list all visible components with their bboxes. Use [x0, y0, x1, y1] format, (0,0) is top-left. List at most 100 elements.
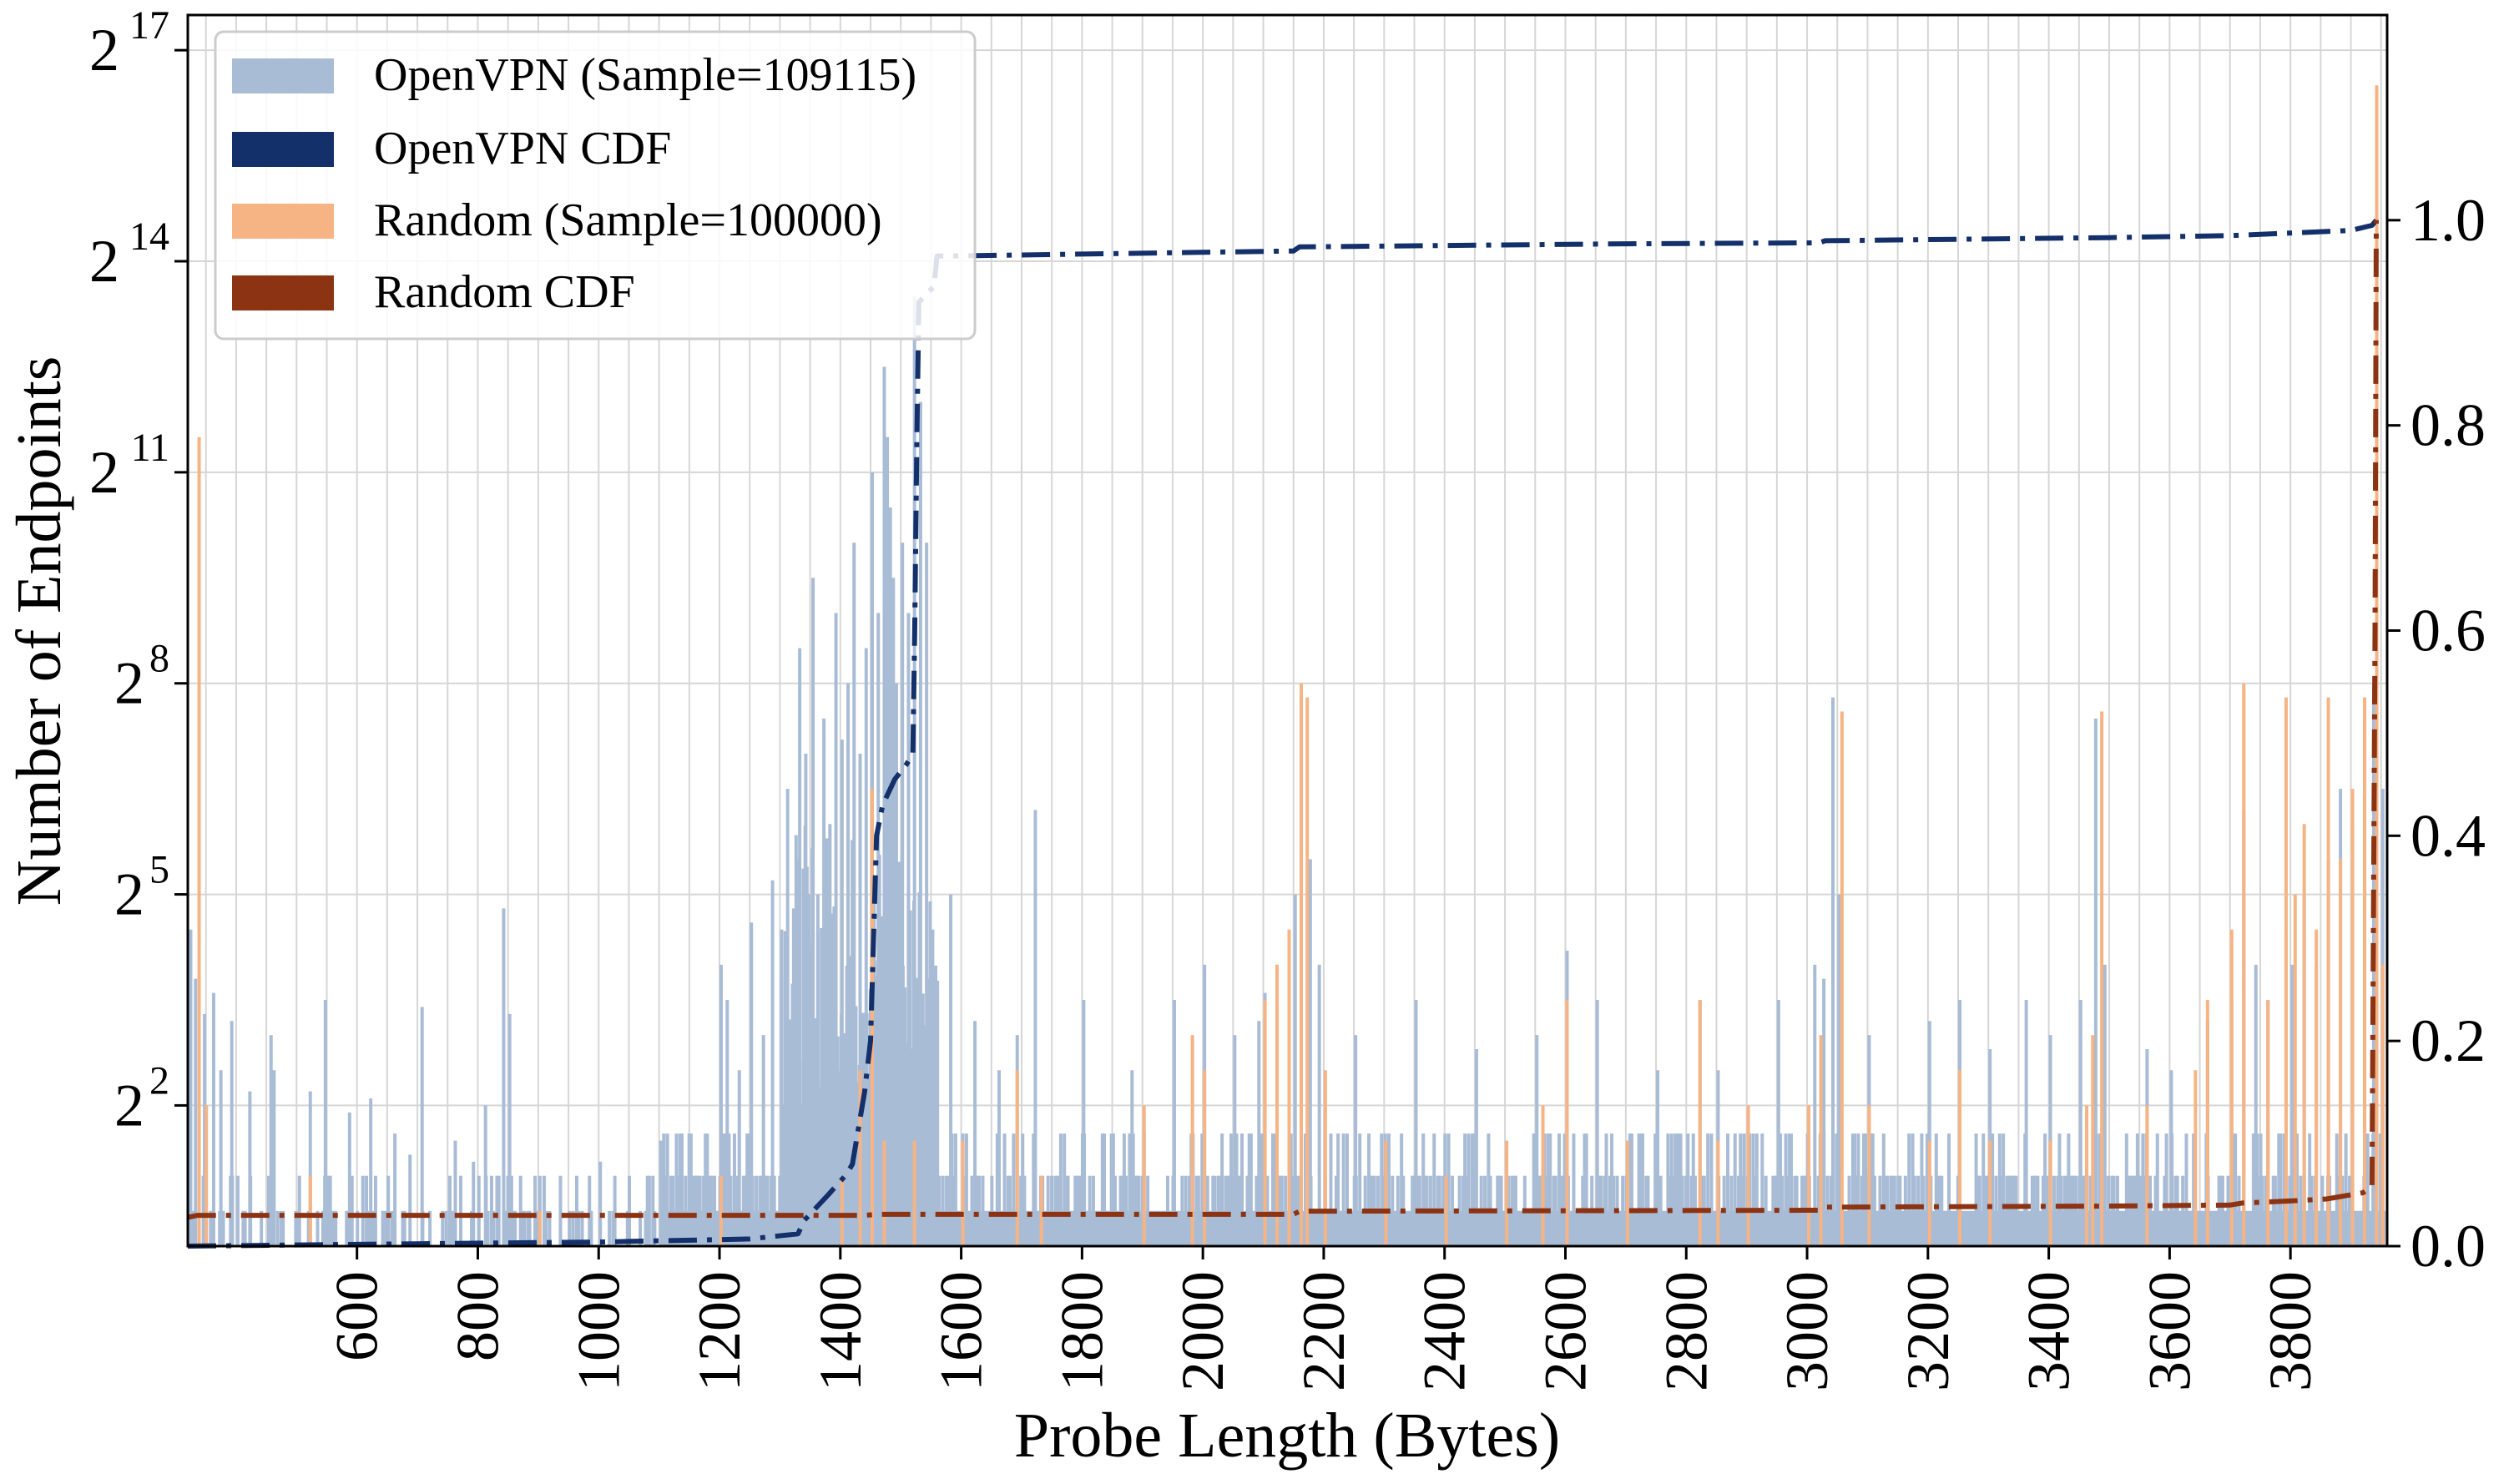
- openvpn-bar: [1628, 1133, 1632, 1246]
- openvpn-bar: [2027, 1210, 2031, 1246]
- openvpn-bar: [769, 1175, 773, 1246]
- openvpn-bar: [1623, 1210, 1627, 1246]
- random-bar: [1384, 1140, 1388, 1246]
- openvpn-bar: [2345, 1210, 2350, 1246]
- x-axis-label: Probe Length (Bytes): [1014, 1401, 1560, 1471]
- openvpn-bar: [1164, 1210, 1168, 1246]
- openvpn-bar: [1209, 1210, 1214, 1246]
- random-bar: [1015, 1070, 1019, 1246]
- openvpn-bar: [1573, 1210, 1578, 1246]
- random-bar: [1275, 964, 1280, 1246]
- openvpn-bar: [2054, 1210, 2058, 1246]
- openvpn-bar: [1603, 1175, 1607, 1246]
- openvpn-bar: [2311, 1210, 2315, 1246]
- openvpn-bar: [783, 931, 787, 1246]
- openvpn-bar: [2197, 1210, 2201, 1246]
- openvpn-bar: [1459, 1210, 1463, 1246]
- openvpn-bar: [1912, 1175, 1916, 1246]
- openvpn-bar: [1985, 1175, 1989, 1246]
- random-bar: [1746, 1105, 1750, 1246]
- random-bar: [1958, 1070, 1962, 1246]
- openvpn-bar: [689, 1133, 693, 1246]
- openvpn-bar: [1345, 1133, 1349, 1246]
- openvpn-bar: [1949, 1210, 1953, 1246]
- random-bar: [1840, 711, 1844, 1246]
- random-bar: [1142, 1105, 1146, 1246]
- openvpn-bar: [2107, 1175, 2111, 1246]
- openvpn-bar: [2257, 1175, 2261, 1246]
- openvpn-bar: [2164, 1133, 2168, 1246]
- openvpn-bar: [1842, 1210, 1846, 1246]
- openvpn-bar: [1557, 1133, 1562, 1246]
- openvpn-bar: [2286, 1210, 2290, 1246]
- random-bar: [2266, 1000, 2270, 1246]
- random-bar: [1263, 1000, 1267, 1246]
- openvpn-bar: [1875, 1210, 1879, 1246]
- openvpn-bar: [789, 1019, 793, 1246]
- openvpn-bar: [1403, 1210, 1407, 1246]
- openvpn-bar: [2269, 1210, 2274, 1246]
- openvpn-bar: [1943, 1210, 1947, 1246]
- openvpn-bar: [1675, 1133, 1679, 1246]
- openvpn-bar: [2177, 1210, 2181, 1246]
- openvpn-bar: [1240, 1133, 1244, 1246]
- openvpn-bar: [2076, 1210, 2080, 1246]
- openvpn-bar: [814, 1017, 818, 1246]
- openvpn-bar: [452, 1210, 456, 1246]
- openvpn-bar: [330, 1210, 334, 1246]
- openvpn-bar: [373, 1175, 377, 1246]
- openvpn-bar: [2115, 1175, 2119, 1246]
- openvpn-bar: [2133, 1175, 2138, 1246]
- y-tick-label-exponent: 8: [149, 637, 169, 681]
- openvpn-bar: [444, 1210, 448, 1246]
- openvpn-bar: [1704, 1210, 1708, 1246]
- random-bar: [2048, 1140, 2052, 1246]
- openvpn-bar: [520, 1210, 524, 1246]
- openvpn-bar: [1026, 1210, 1030, 1246]
- openvpn-bar: [1844, 1210, 1848, 1246]
- openvpn-bar: [1592, 1210, 1596, 1246]
- openvpn-bar: [1524, 1210, 1528, 1246]
- openvpn-bar: [509, 1175, 513, 1246]
- random-cdf-line: [187, 220, 2379, 1220]
- openvpn-bar: [2308, 1133, 2312, 1246]
- openvpn-bar: [979, 1210, 983, 1246]
- random-bar: [858, 1070, 862, 1246]
- openvpn-bar: [1068, 1210, 1072, 1246]
- openvpn-bar: [2178, 1210, 2183, 1246]
- openvpn-bar: [1936, 1175, 1940, 1246]
- openvpn-bar: [2061, 1210, 2065, 1246]
- openvpn-bar: [1706, 1133, 1710, 1246]
- openvpn-bar: [2022, 1210, 2026, 1246]
- openvpn-bar: [830, 913, 835, 1246]
- openvpn-bar: [272, 1070, 276, 1246]
- openvpn-bar: [774, 1210, 778, 1246]
- openvpn-bar: [241, 1210, 245, 1246]
- openvpn-bar: [1517, 1210, 1522, 1246]
- openvpn-bar: [453, 1140, 457, 1246]
- openvpn-bar: [492, 1210, 496, 1246]
- openvpn-bar: [1892, 1175, 1896, 1246]
- openvpn-bar: [1601, 1210, 1605, 1246]
- openvpn-bar: [1064, 1175, 1068, 1246]
- openvpn-bar: [2072, 1175, 2076, 1246]
- openvpn-bar: [2319, 1210, 2323, 1246]
- openvpn-bar: [281, 1210, 285, 1246]
- openvpn-bar: [1827, 1210, 1831, 1246]
- openvpn-bar: [1776, 1000, 1780, 1246]
- openvpn-bar: [1952, 1210, 1956, 1246]
- openvpn-bar: [2273, 1175, 2277, 1246]
- openvpn-bar: [1174, 1210, 1179, 1246]
- openvpn-bar: [1211, 1175, 1215, 1246]
- openvpn-bar: [874, 976, 878, 1246]
- y-tick-label-base: 2: [89, 228, 119, 295]
- openvpn-bar: [1981, 1133, 1986, 1246]
- openvpn-bar: [2059, 1175, 2063, 1246]
- openvpn-bar: [1108, 1210, 1112, 1246]
- openvpn-bar: [1044, 1210, 1048, 1246]
- openvpn-bar: [1728, 1210, 1732, 1246]
- openvpn-bar: [756, 1210, 760, 1246]
- openvpn-bar: [818, 1088, 822, 1246]
- openvpn-bar: [1756, 1210, 1760, 1246]
- openvpn-bar: [776, 1210, 780, 1246]
